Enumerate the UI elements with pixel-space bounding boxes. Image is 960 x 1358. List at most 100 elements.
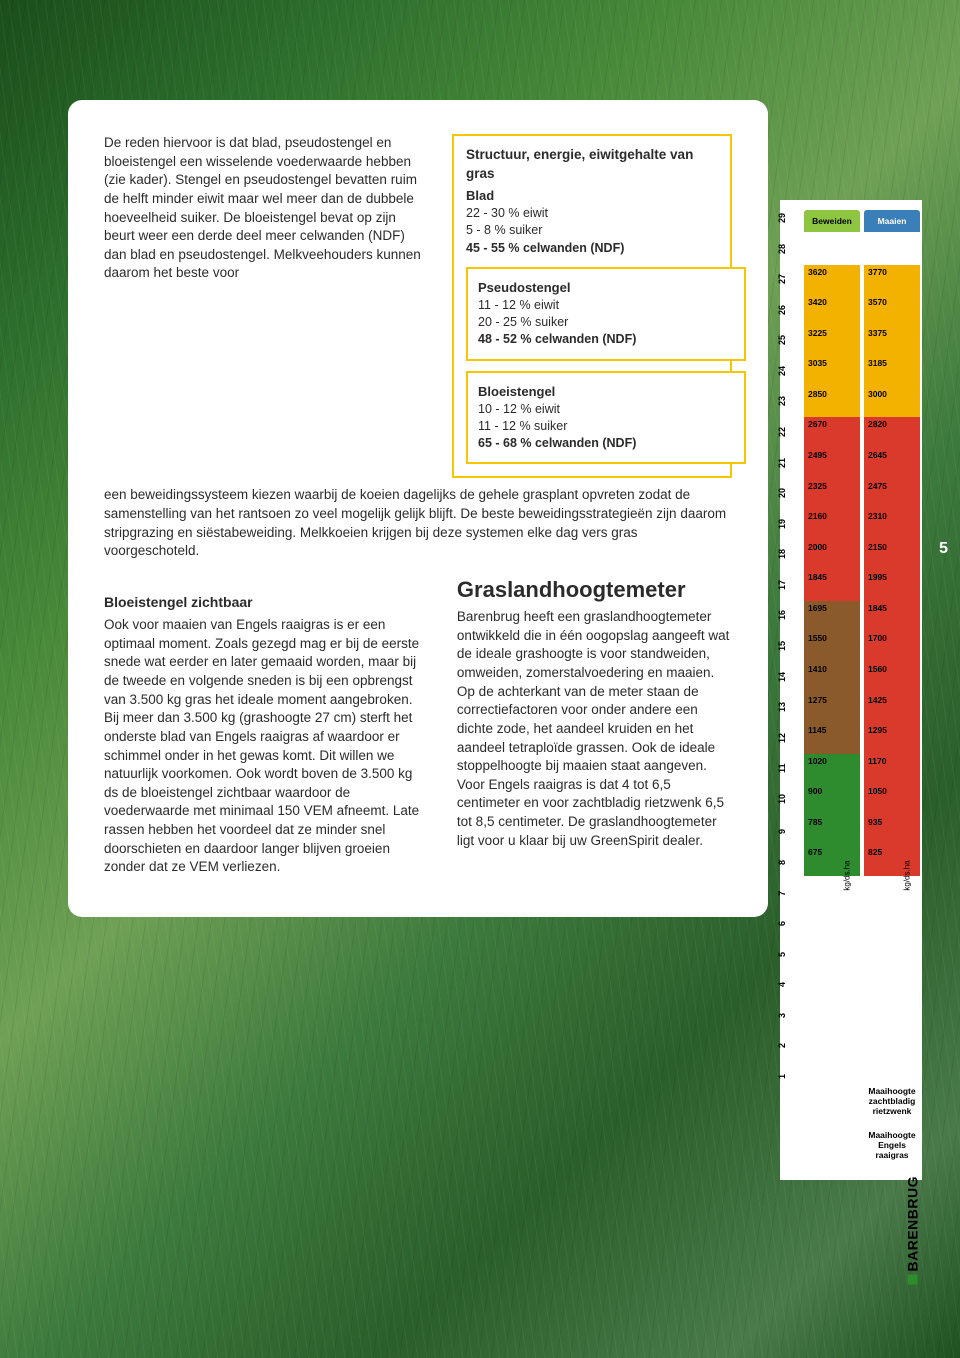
footer-rietzwenk: Maaihoogte zachtbladig rietzwenk [864, 1086, 920, 1116]
ruler-left-value: 2160 [804, 509, 860, 540]
infobox-line: 10 - 12 % eiwit [478, 401, 734, 418]
ruler-cm-label: 7 [777, 891, 787, 896]
ruler-cm-label: 14 [777, 672, 787, 682]
ruler-cm-label: 11 [777, 764, 787, 774]
ruler-cm-label: 8 [777, 860, 787, 865]
ruler-right-value: 1425 [864, 693, 920, 724]
ruler-left-value: 3420 [804, 295, 860, 326]
ruler-cm-label: 9 [777, 829, 787, 834]
infobox-wrapper: Structuur, energie, eiwitgehalte van gra… [452, 134, 732, 478]
intro-text: De reden hiervoor is dat blad, pseudoste… [104, 134, 426, 283]
ruler-cm-label: 24 [777, 366, 787, 376]
footer-raaigras: Maaihoogte Engels raaigras [864, 1130, 920, 1160]
ruler-left-value: 1550 [804, 631, 860, 662]
ruler-left-value: 1695 [804, 601, 860, 632]
infobox-line: 5 - 8 % suiker [466, 222, 718, 239]
ruler-left-value: 2670 [804, 417, 860, 448]
infobox-section-title: Pseudostengel [478, 279, 734, 297]
ruler-right-value: 1295 [864, 723, 920, 754]
ruler-cm-label: 25 [777, 335, 787, 345]
ruler-right-value: 935 [864, 815, 920, 846]
ruler-cm-label: 1 [777, 1074, 787, 1079]
ruler-cm-label: 12 [777, 733, 787, 743]
ruler-right-value: 3000 [864, 387, 920, 418]
ruler-left-value: 1275 [804, 693, 860, 724]
ruler-right-value: 3570 [864, 295, 920, 326]
ruler-cm-label: 15 [777, 641, 787, 651]
ruler-cm-label: 4 [777, 982, 787, 987]
ruler-cm-label: 19 [777, 519, 787, 529]
ruler-left-value: 2000 [804, 540, 860, 571]
structure-infobox: Structuur, energie, eiwitgehalte van gra… [452, 134, 732, 478]
ruler-left-value: 1145 [804, 723, 860, 754]
page-number: 5 [939, 540, 948, 558]
ruler-left-value: 2495 [804, 448, 860, 479]
ruler-right-value: 1560 [864, 662, 920, 693]
infobox-line: 65 - 68 % celwanden (NDF) [478, 435, 734, 452]
ruler-cm-label: 5 [777, 952, 787, 957]
infobox-nested: Bloeistengel10 - 12 % eiwit11 - 12 % sui… [466, 371, 746, 465]
ruler-left-value: 1845 [804, 570, 860, 601]
ruler-right-head: Maaien [864, 210, 920, 232]
ruler-cm-label: 13 [777, 702, 787, 712]
ruler-left-value: 785 [804, 815, 860, 846]
section-bloeistengel-text: Ook voor maaien van Engels raaigras is e… [104, 616, 427, 877]
kgds-label: kg/ds.ha [903, 860, 912, 890]
kgds-label: kg/ds.ha [843, 860, 852, 890]
infobox-line: 11 - 12 % eiwit [478, 297, 734, 314]
ruler-left-value: 2850 [804, 387, 860, 418]
ruler-cm-label: 28 [777, 244, 787, 254]
ruler-cm-label: 3 [777, 1013, 787, 1018]
ruler-right-value: 1995 [864, 570, 920, 601]
grass-height-meter: 2928272625242322212019181716151413121110… [780, 200, 922, 1180]
infobox-line: 22 - 30 % eiwit [466, 205, 718, 222]
ruler-cm-label: 23 [777, 396, 787, 406]
ruler-right-value: 3770 [864, 265, 920, 296]
ruler-right-value: 3185 [864, 356, 920, 387]
subheading-bloeistengel: Bloeistengel zichtbaar [104, 593, 427, 612]
infobox-title: Structuur, energie, eiwitgehalte van gra… [466, 146, 718, 183]
ruler-left-value: 2325 [804, 479, 860, 510]
after-box-text: een beweidingssysteem kiezen waarbij de … [104, 486, 732, 561]
ruler-scale: 2928272625242322212019181716151413121110… [780, 212, 802, 1168]
meter-heading: Graslandhoogtemeter [457, 575, 732, 605]
ruler-right-value: 1050 [864, 784, 920, 815]
content-card: De reden hiervoor is dat blad, pseudoste… [68, 100, 768, 917]
ruler-right-value: 1700 [864, 631, 920, 662]
ruler-left-value: 3225 [804, 326, 860, 357]
ruler-right-value: 1845 [864, 601, 920, 632]
ruler-cm-label: 29 [777, 213, 787, 223]
ruler-cm-label: 10 [777, 794, 787, 804]
ruler-right-value: 2150 [864, 540, 920, 571]
ruler-cm-label: 26 [777, 305, 787, 315]
infobox-nested: Pseudostengel11 - 12 % eiwit20 - 25 % su… [466, 267, 746, 361]
ruler-cm-label: 21 [777, 458, 787, 468]
ruler-right-value: 2645 [864, 448, 920, 479]
ruler-right-value: 2310 [864, 509, 920, 540]
infobox-line: 45 - 55 % celwanden (NDF) [466, 240, 718, 257]
ruler-cm-label: 20 [777, 488, 787, 498]
ruler-left-value: 3620 [804, 265, 860, 296]
ruler-left-value: 3035 [804, 356, 860, 387]
ruler-cm-label: 2 [777, 1043, 787, 1048]
ruler-cm-label: 17 [777, 580, 787, 590]
ruler-cm-label: 18 [777, 549, 787, 559]
ruler-cm-label: 27 [777, 274, 787, 284]
infobox-line: 48 - 52 % celwanden (NDF) [478, 331, 734, 348]
ruler-cm-label: 16 [777, 610, 787, 620]
ruler-right-value: 2820 [864, 417, 920, 448]
ruler-right-value: 3375 [864, 326, 920, 357]
ruler-left-value: 1410 [804, 662, 860, 693]
ruler-cm-label: 22 [777, 427, 787, 437]
infobox-section-title: Bloeistengel [478, 383, 734, 401]
brand-logo: BARENBRUG [904, 1176, 920, 1285]
ruler-right-value: 1170 [864, 754, 920, 785]
ruler-left-value: 900 [804, 784, 860, 815]
ruler-left-head: Beweiden [804, 210, 860, 232]
infobox-line: 20 - 25 % suiker [478, 314, 734, 331]
infobox-section-title: Blad [466, 187, 718, 205]
ruler-right-value: 2475 [864, 479, 920, 510]
ruler-left-value: 1020 [804, 754, 860, 785]
infobox-line: 11 - 12 % suiker [478, 418, 734, 435]
ruler-cm-label: 6 [777, 921, 787, 926]
